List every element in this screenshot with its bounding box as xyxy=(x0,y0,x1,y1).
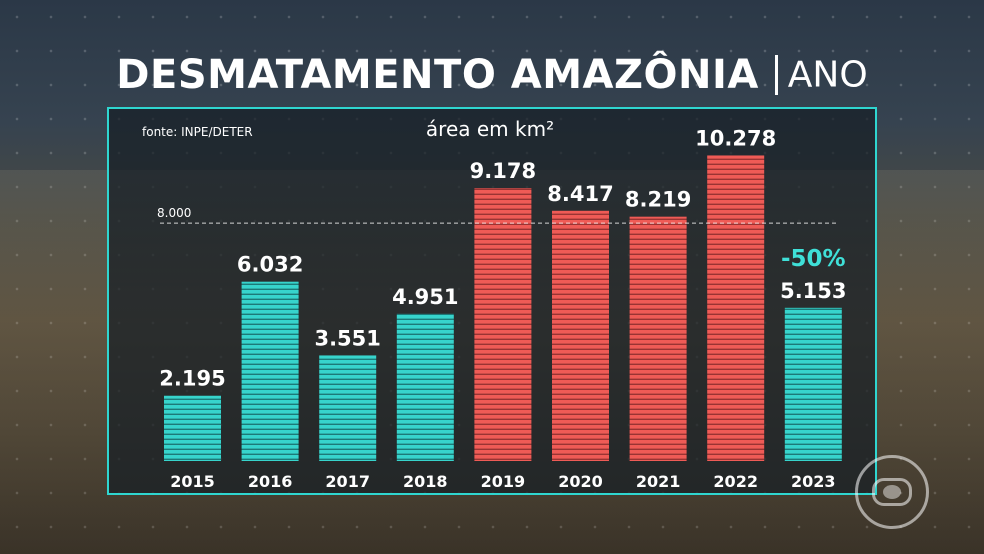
title-sub: ANO xyxy=(787,54,868,96)
category-label-2016: 2016 xyxy=(248,472,293,491)
category-label-2018: 2018 xyxy=(403,472,448,491)
source-note: fonte: INPE/DETER xyxy=(142,125,253,139)
category-label-2022: 2022 xyxy=(713,472,758,491)
bar-2023 xyxy=(784,307,842,461)
category-label-2020: 2020 xyxy=(558,472,603,491)
bar-2022 xyxy=(707,155,765,462)
title-main: DESMATAMENTO AMAZÔNIA xyxy=(116,52,759,98)
category-label-2019: 2019 xyxy=(481,472,526,491)
value-label-2020: 8.417 xyxy=(547,182,613,206)
bar-2019 xyxy=(474,188,532,461)
chart-title: DESMATAMENTO AMAZÔNIA ANO xyxy=(0,52,984,98)
value-label-2022: 10.278 xyxy=(695,126,776,150)
reference-line-label: 8.000 xyxy=(157,206,191,220)
value-label-2018: 4.951 xyxy=(392,285,458,309)
category-label-2017: 2017 xyxy=(325,472,370,491)
category-label-2015: 2015 xyxy=(170,472,215,491)
annotation-2023: -50% xyxy=(781,246,846,272)
bar-2018 xyxy=(396,313,454,461)
value-label-2017: 3.551 xyxy=(314,326,380,350)
unit-label: área em km² xyxy=(425,117,555,141)
category-label-2021: 2021 xyxy=(636,472,681,491)
value-label-2016: 6.032 xyxy=(237,253,303,277)
bar-2016 xyxy=(241,281,299,461)
bar-2017 xyxy=(319,355,377,461)
bar-2020 xyxy=(552,210,609,461)
bar-2021 xyxy=(629,216,687,461)
bar-2015 xyxy=(164,395,221,461)
value-label-2019: 9.178 xyxy=(470,159,536,183)
category-label-2023: 2023 xyxy=(791,472,836,491)
title-separator xyxy=(774,55,778,95)
value-label-2021: 8.219 xyxy=(625,188,691,212)
value-label-2015: 2.195 xyxy=(159,367,225,391)
globo-logo-icon xyxy=(855,455,929,529)
value-label-2023: 5.153 xyxy=(780,279,846,303)
